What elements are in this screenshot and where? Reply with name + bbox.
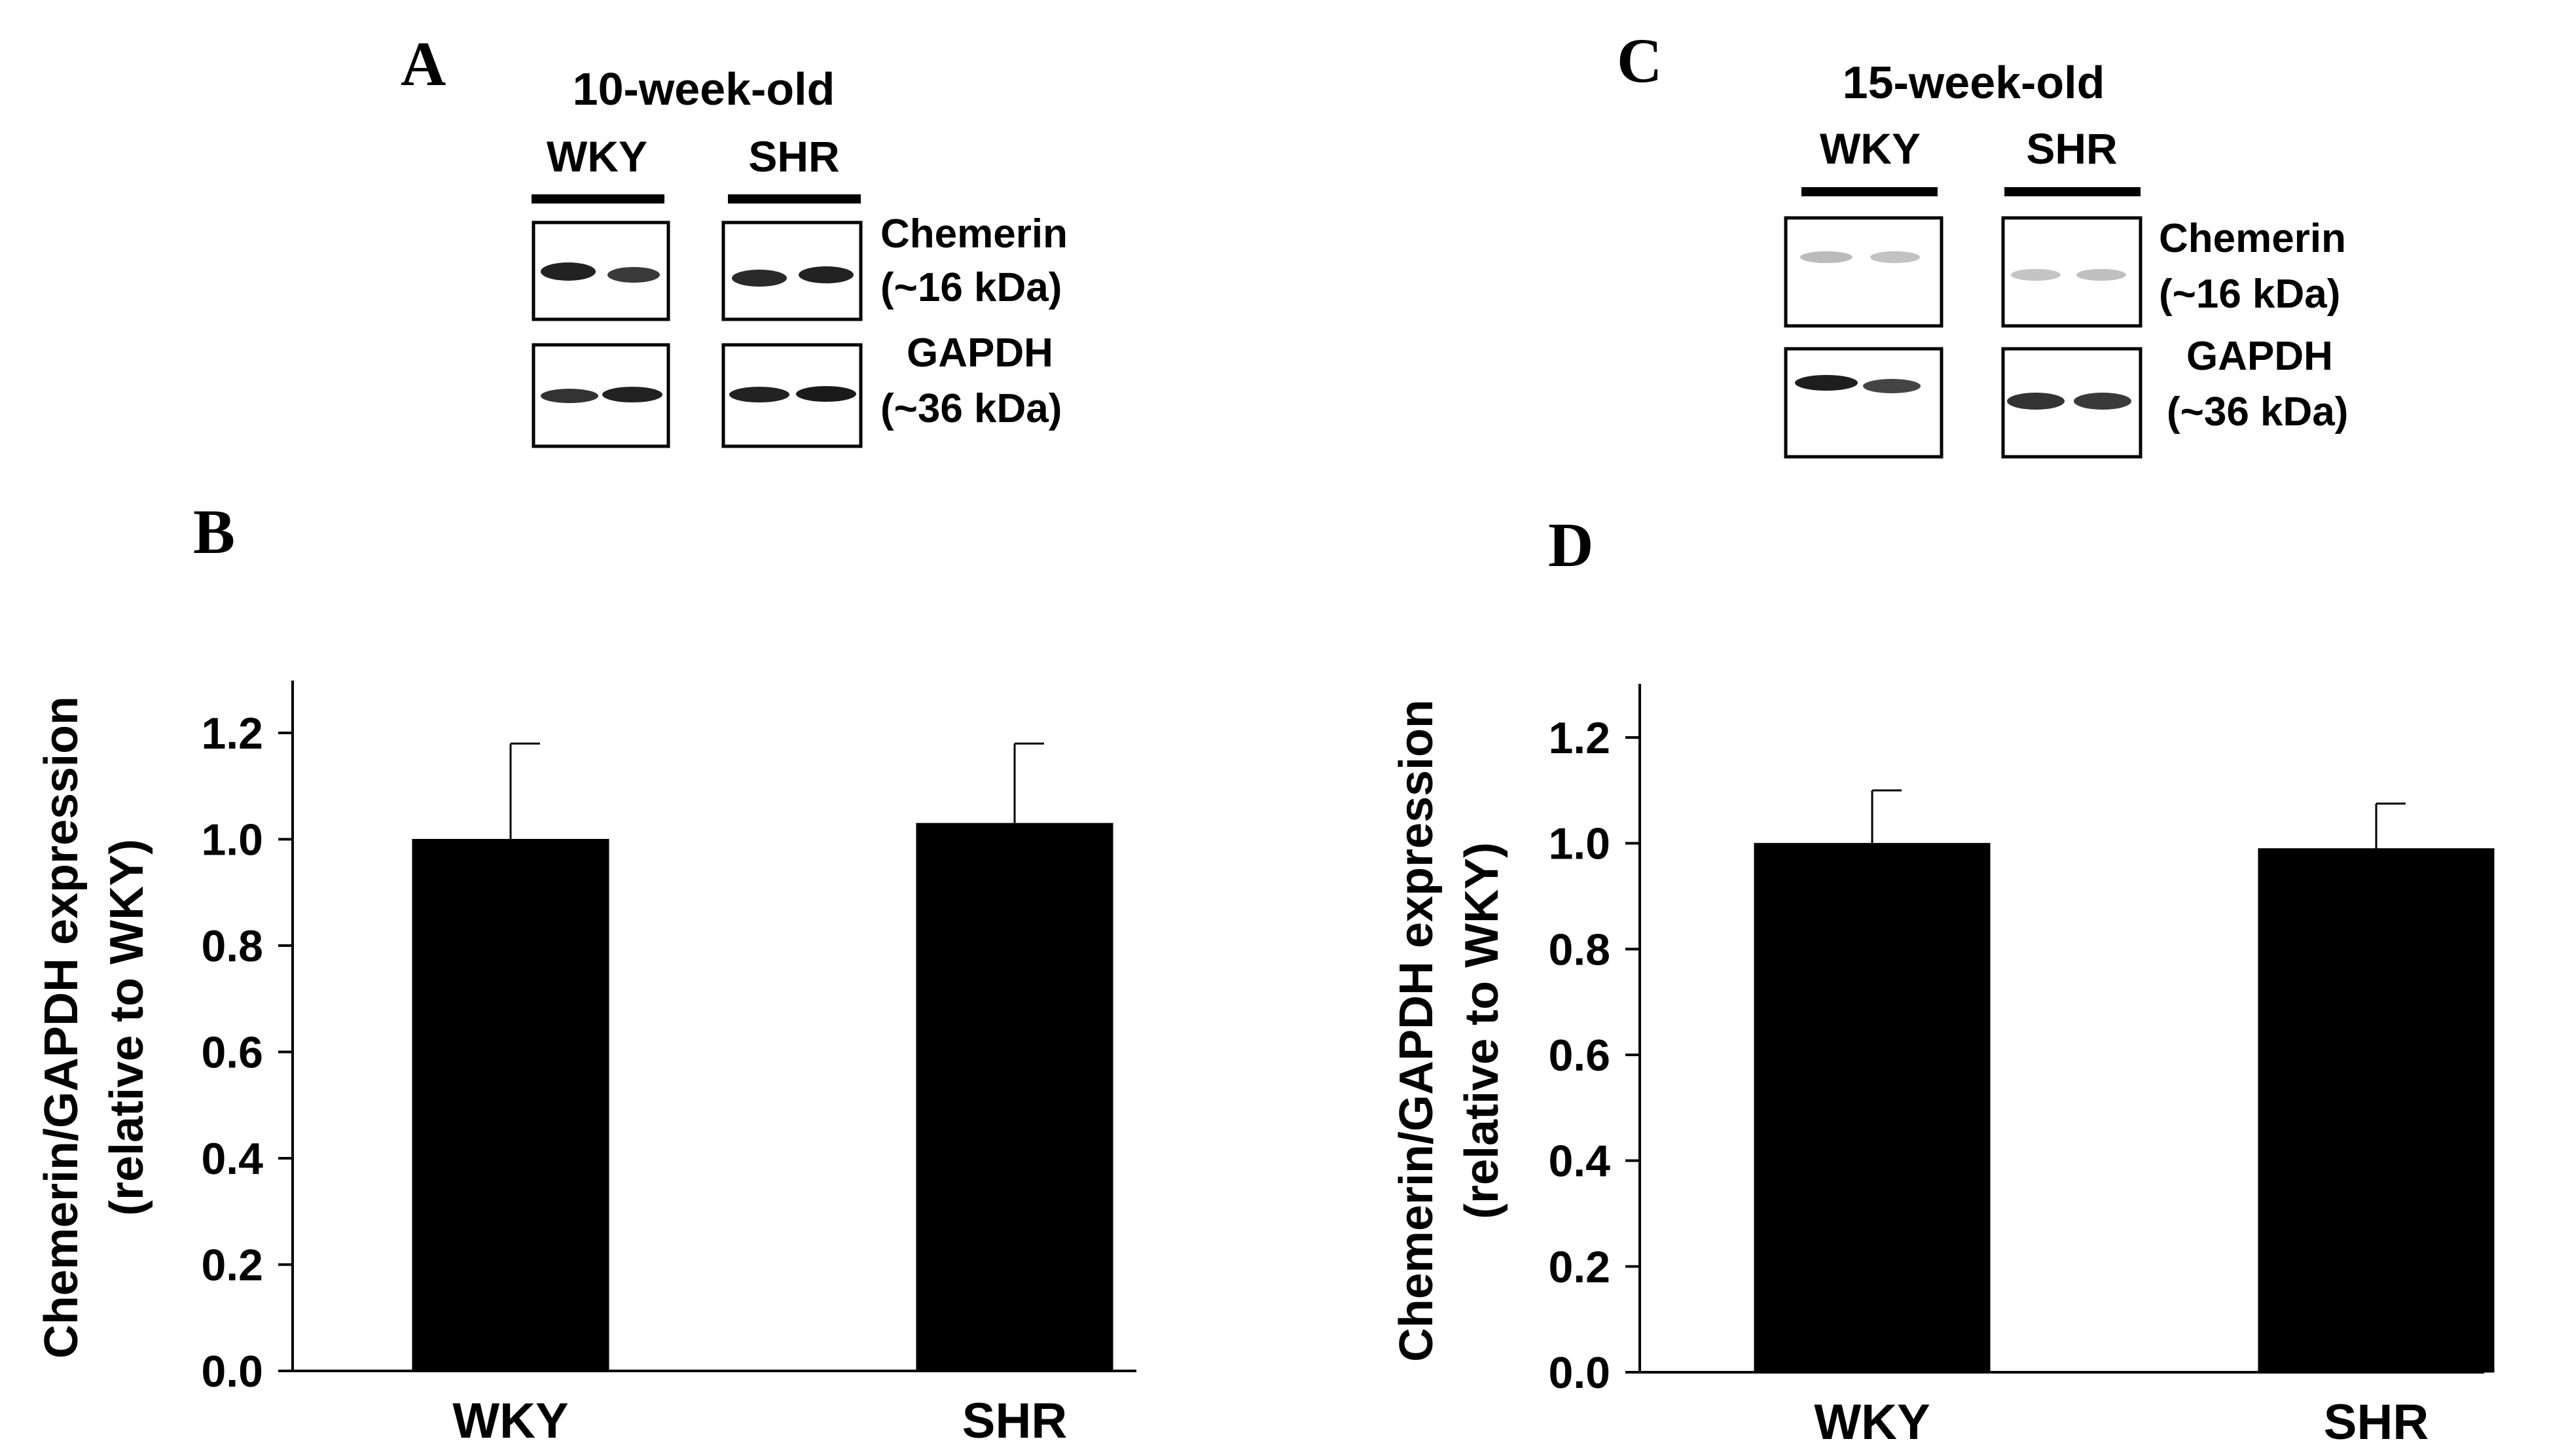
chart-d-ytick-label: 0.6 (1548, 1031, 1610, 1080)
panel-a-blot: A 10-week-old WKY SHR Chemerin (~1 (401, 29, 1068, 448)
panel-a-letter: A (401, 29, 446, 99)
panel-a-chemerin-blot-wky (532, 221, 670, 321)
panel-a-chemerin-size: (~16 kDa) (880, 265, 1062, 310)
panel-c-gapdh-size: (~36 kDa) (2167, 389, 2348, 435)
panel-a-group-wky: WKY (547, 132, 647, 181)
chart-d-xtick-label-shr: SHR (2324, 1394, 2429, 1450)
panel-c-age-label: 15-week-old (1843, 57, 2105, 108)
chart-d: Chemerin/GAPDH expression (relative to W… (1390, 684, 2495, 1450)
chart-d-bar-wky (1754, 843, 1991, 1373)
panel-a-group-shr: SHR (748, 132, 839, 181)
chart-b-xtick-label-shr: SHR (962, 1393, 1067, 1449)
panel-a-gapdh-size: (~36 kDa) (880, 386, 1062, 431)
panel-c-gapdh-label: GAPDH (2186, 334, 2333, 379)
panel-c-chemerin-label: Chemerin (2159, 216, 2346, 261)
panel-c-chemerin-size: (~16 kDa) (2159, 272, 2340, 317)
chart-d-ytick-label: 1.0 (1548, 819, 1610, 869)
panel-c-chemerin-blot-shr (2001, 216, 2142, 328)
panel-d-letter: D (1548, 510, 1593, 580)
chart-b-ytick-label: 1.2 (201, 709, 263, 758)
panel-a-gapdh-blot-wky (532, 343, 670, 448)
chart-d-ytick-label: 0.4 (1548, 1137, 1610, 1186)
chart-b-ylabel-line1: Chemerin/GAPDH expression (35, 696, 88, 1358)
panel-c-gapdh-blot-wky (1784, 347, 1943, 459)
chart-b-ytick-label: 0.0 (201, 1347, 263, 1396)
panel-a-chemerin-blot-shr (721, 221, 863, 321)
chart-b-ytick-label: 1.0 (201, 815, 263, 865)
panel-a-age-label: 10-week-old (573, 63, 835, 115)
chart-d-ylabel-line2: (relative to WKY) (1456, 842, 1508, 1219)
chart-b-bar-wky (412, 839, 609, 1372)
chart-b: Chemerin/GAPDH expression (relative to W… (35, 681, 1136, 1449)
chart-b-ytick-label: 0.2 (201, 1241, 263, 1290)
panel-b-letter: B (193, 497, 235, 567)
panel-c-blot: C 15-week-old WKY SHR Chemerin (~16 kDa) (1617, 26, 2348, 459)
panel-c-group-wky: WKY (1820, 124, 1921, 173)
chart-b-ytick-label: 0.6 (201, 1028, 263, 1078)
panel-c-letter: C (1617, 26, 1662, 96)
chart-d-bar-shr (2258, 848, 2495, 1373)
chart-b-ytick-label: 0.4 (201, 1134, 263, 1184)
panel-c-gapdh-blot-shr (2001, 347, 2142, 459)
chart-d-xtick-label-wky: WKY (1814, 1394, 1930, 1450)
chart-d-ytick-label: 0.0 (1548, 1348, 1610, 1398)
panel-a-chemerin-label: Chemerin (880, 211, 1068, 257)
panel-c-group-shr: SHR (2026, 124, 2117, 173)
panel-c-chemerin-blot-wky (1784, 216, 1943, 328)
chart-b-xtick-label-wky: WKY (452, 1393, 568, 1449)
chart-b-bar-shr (916, 823, 1113, 1372)
chart-d-ytick-label: 0.8 (1548, 925, 1610, 974)
chart-d-ytick-label: 1.2 (1548, 713, 1610, 763)
panel-a-gapdh-blot-shr (721, 343, 863, 448)
chart-d-ytick-label: 0.2 (1548, 1242, 1610, 1292)
chart-d-ylabel-line1: Chemerin/GAPDH expression (1390, 700, 1443, 1362)
chart-b-ytick-label: 0.8 (201, 921, 263, 971)
panel-a-gapdh-label: GAPDH (907, 330, 1053, 376)
chart-b-ylabel-line2: (relative to WKY) (101, 839, 153, 1216)
